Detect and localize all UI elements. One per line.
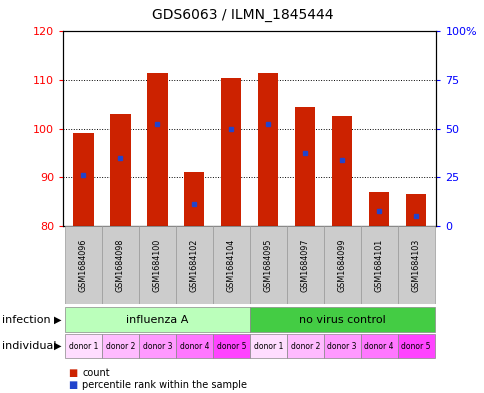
Bar <box>65 226 102 304</box>
Text: donor 2: donor 2 <box>290 342 319 351</box>
Bar <box>249 334 286 358</box>
Bar <box>176 334 212 358</box>
Bar <box>212 226 249 304</box>
Text: influenza A: influenza A <box>126 314 188 325</box>
Bar <box>286 226 323 304</box>
Text: GSM1684101: GSM1684101 <box>374 238 383 292</box>
Bar <box>176 226 212 304</box>
Text: percentile rank within the sample: percentile rank within the sample <box>82 380 247 390</box>
Bar <box>360 226 397 304</box>
Bar <box>323 226 360 304</box>
Text: donor 5: donor 5 <box>401 342 430 351</box>
Text: donor 2: donor 2 <box>106 342 135 351</box>
Bar <box>147 73 167 226</box>
Text: GSM1684098: GSM1684098 <box>116 238 124 292</box>
Bar <box>184 172 204 226</box>
Bar <box>102 334 138 358</box>
Bar <box>221 77 241 226</box>
Text: GSM1684102: GSM1684102 <box>189 238 198 292</box>
Text: GDS6063 / ILMN_1845444: GDS6063 / ILMN_1845444 <box>151 8 333 22</box>
Text: GSM1684095: GSM1684095 <box>263 238 272 292</box>
Text: count: count <box>82 367 110 378</box>
Text: donor 4: donor 4 <box>363 342 393 351</box>
Bar <box>405 194 425 226</box>
Text: donor 1: donor 1 <box>69 342 98 351</box>
Bar <box>65 307 249 332</box>
Bar <box>212 334 249 358</box>
Text: donor 5: donor 5 <box>216 342 245 351</box>
Text: ■: ■ <box>68 367 77 378</box>
Text: no virus control: no virus control <box>298 314 385 325</box>
Text: infection: infection <box>2 314 51 325</box>
Bar <box>368 192 389 226</box>
Text: donor 1: donor 1 <box>253 342 282 351</box>
Text: GSM1684099: GSM1684099 <box>337 238 346 292</box>
Bar <box>286 334 323 358</box>
Bar <box>360 334 397 358</box>
Bar <box>138 226 176 304</box>
Text: GSM1684096: GSM1684096 <box>79 238 88 292</box>
Text: ▶: ▶ <box>53 314 61 325</box>
Text: donor 3: donor 3 <box>142 342 172 351</box>
Text: donor 3: donor 3 <box>327 342 356 351</box>
Bar <box>138 334 176 358</box>
Text: GSM1684103: GSM1684103 <box>411 238 420 292</box>
Bar <box>65 334 102 358</box>
Text: GSM1684100: GSM1684100 <box>152 238 162 292</box>
Bar <box>397 226 434 304</box>
Text: donor 4: donor 4 <box>179 342 209 351</box>
Bar <box>102 226 138 304</box>
Bar <box>323 334 360 358</box>
Text: GSM1684104: GSM1684104 <box>227 238 235 292</box>
Bar <box>249 226 286 304</box>
Bar <box>257 73 278 226</box>
Bar <box>249 307 434 332</box>
Text: GSM1684097: GSM1684097 <box>300 238 309 292</box>
Bar <box>332 116 352 226</box>
Bar <box>73 133 93 226</box>
Bar <box>110 114 130 226</box>
Text: individual: individual <box>2 341 57 351</box>
Text: ■: ■ <box>68 380 77 390</box>
Bar <box>294 107 315 226</box>
Text: ▶: ▶ <box>53 341 61 351</box>
Bar <box>397 334 434 358</box>
